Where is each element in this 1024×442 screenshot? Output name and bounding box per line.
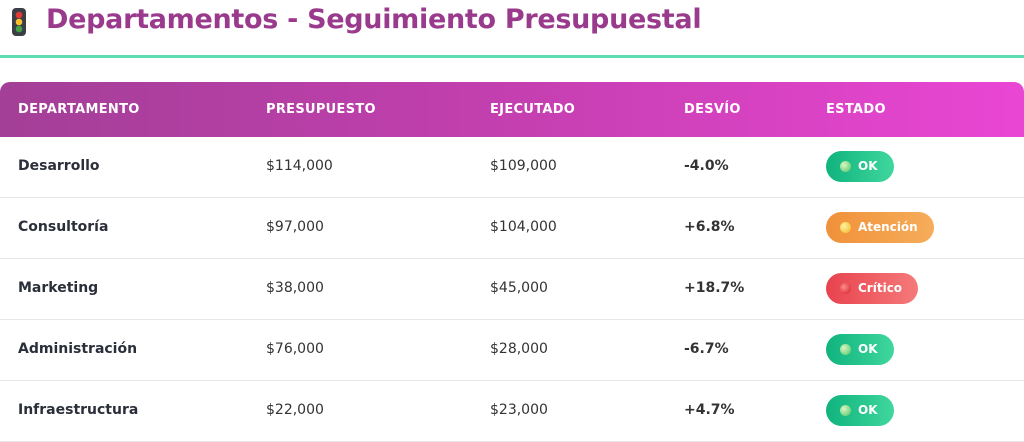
column-header: DESVÍO (684, 102, 741, 117)
executed: $45,000 (490, 280, 548, 296)
deviation: -6.7% (684, 341, 729, 357)
executed: $109,000 (490, 158, 557, 174)
traffic-light-icon (12, 8, 26, 36)
table-row: Infraestructura $22,000 $23,000 +4.7% OK (0, 381, 1024, 442)
department-name: Consultoría (18, 219, 109, 235)
page-title: Departamentos - Seguimiento Presupuestal (46, 4, 702, 35)
column-header: PRESUPUESTO (266, 102, 376, 117)
column-header: EJECUTADO (490, 102, 576, 117)
executed: $28,000 (490, 341, 548, 357)
table-header: DEPARTAMENTO PRESUPUESTO EJECUTADO DESVÍ… (0, 82, 1024, 137)
executed: $23,000 (490, 402, 548, 418)
table-row: Administración $76,000 $28,000 -6.7% OK (0, 320, 1024, 381)
divider (0, 55, 1024, 58)
deviation: +4.7% (684, 402, 735, 418)
deviation: +6.8% (684, 219, 735, 235)
deviation: +18.7% (684, 280, 745, 296)
budget: $97,000 (266, 219, 324, 235)
department-name: Administración (18, 341, 138, 357)
status-badge: Crítico (826, 273, 919, 304)
department-name: Infraestructura (18, 402, 139, 418)
table-row: Consultoría $97,000 $104,000 +6.8% Atención (0, 198, 1024, 259)
table-body: Desarrollo $114,000 $109,000 -4.0% OK Consult… (0, 137, 1024, 442)
budget: $76,000 (266, 341, 324, 357)
department-name: Desarrollo (18, 158, 100, 174)
budget-table: DEPARTAMENTO PRESUPUESTO EJECUTADO DESVÍ… (0, 82, 1024, 442)
budget: $22,000 (266, 402, 324, 418)
deviation: -4.0% (684, 158, 729, 174)
status-badge: Atención (826, 212, 934, 243)
status-badge: OK (826, 395, 894, 426)
column-header: ESTADO (826, 102, 886, 117)
status-badge: OK (826, 334, 894, 365)
budget: $38,000 (266, 280, 324, 296)
executed: $104,000 (490, 219, 557, 235)
table-row: Marketing $38,000 $45,000 +18.7% Crítico (0, 259, 1024, 320)
budget: $114,000 (266, 158, 333, 174)
title-bar: Departamentos - Seguimiento Presupuestal (0, 0, 1024, 56)
department-name: Marketing (18, 280, 99, 296)
table-row: Desarrollo $114,000 $109,000 -4.0% OK (0, 137, 1024, 198)
status-badge: OK (826, 151, 894, 182)
column-header: DEPARTAMENTO (18, 102, 140, 117)
